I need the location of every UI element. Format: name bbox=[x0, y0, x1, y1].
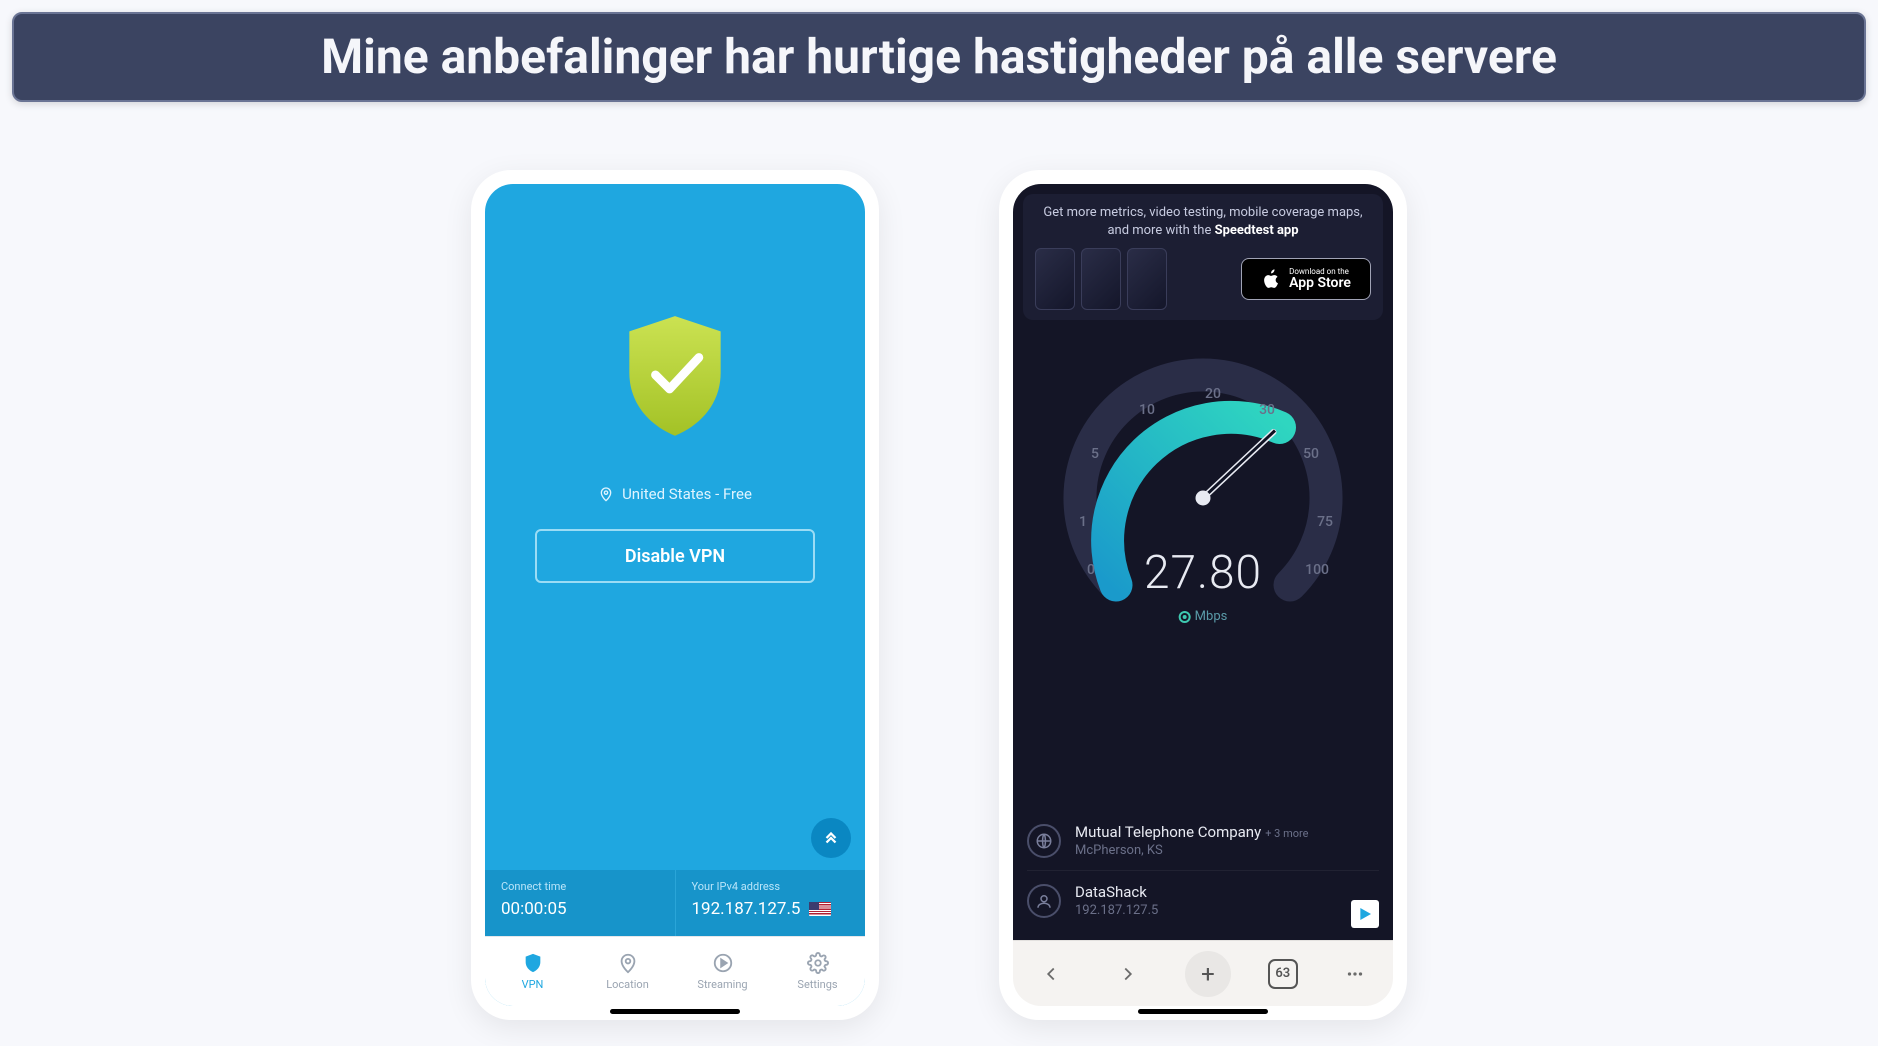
gauge-tick: 5 bbox=[1091, 446, 1099, 462]
chevron-up-icon bbox=[822, 829, 840, 847]
expand-chevron-button[interactable] bbox=[811, 818, 851, 858]
tab-location[interactable]: Location bbox=[580, 937, 675, 1006]
app-store-button[interactable]: Download on theApp Store bbox=[1241, 258, 1371, 300]
provider-name: Mutual Telephone Company bbox=[1075, 823, 1261, 841]
server-ip: 192.187.127.5 bbox=[1075, 903, 1158, 918]
promo-thumb bbox=[1127, 248, 1167, 310]
gauge-tick: 100 bbox=[1305, 562, 1329, 578]
home-indicator bbox=[1138, 1009, 1268, 1014]
tab-streaming[interactable]: Streaming bbox=[675, 937, 770, 1006]
promo-card[interactable]: Get more metrics, video testing, mobile … bbox=[1023, 194, 1383, 320]
connect-time-cell: Connect time 00:00:05 bbox=[485, 870, 675, 936]
connection-info: Mutual Telephone Company + 3 more McPhers… bbox=[1013, 811, 1393, 940]
tab-vpn-label: VPN bbox=[522, 978, 544, 991]
tab-streaming-label: Streaming bbox=[697, 978, 747, 991]
globe-icon bbox=[1027, 824, 1061, 858]
home-indicator bbox=[610, 1009, 740, 1014]
gear-icon bbox=[807, 952, 829, 974]
new-tab-button[interactable]: + bbox=[1185, 951, 1231, 997]
ip-cell: Your IPv4 address 192.187.127.5 bbox=[675, 870, 866, 936]
tab-count-button[interactable]: 63 bbox=[1268, 959, 1298, 989]
pin-icon bbox=[598, 486, 614, 502]
play-circle-icon bbox=[712, 952, 734, 974]
connect-time-label: Connect time bbox=[501, 880, 659, 893]
promo-thumbnails bbox=[1035, 248, 1167, 310]
browser-toolbar: + 63 bbox=[1013, 940, 1393, 1006]
appstore-bottom-text: App Store bbox=[1289, 276, 1351, 290]
tab-vpn[interactable]: VPN bbox=[485, 937, 580, 1006]
vpn-screen: United States - Free Disable VPN Connect… bbox=[485, 184, 865, 1006]
pin-outline-icon bbox=[617, 952, 639, 974]
speedtest-phone: Get more metrics, video testing, mobile … bbox=[999, 170, 1407, 1020]
speed-unit: Mbps bbox=[1179, 609, 1228, 624]
gauge-tick: 30 bbox=[1259, 402, 1275, 418]
shield-small-icon bbox=[522, 952, 544, 974]
speedtest-screen: Get more metrics, video testing, mobile … bbox=[1013, 184, 1393, 940]
speed-gauge: 0 1 5 10 20 30 50 75 100 27.80 Mbps bbox=[1013, 348, 1393, 648]
tab-settings-label: Settings bbox=[797, 978, 837, 991]
promo-text: Get more metrics, video testing, mobile … bbox=[1035, 204, 1371, 240]
apple-icon bbox=[1261, 267, 1281, 291]
server-row[interactable]: DataShack 192.187.127.5 bbox=[1027, 870, 1379, 930]
user-icon bbox=[1027, 884, 1061, 918]
forward-button[interactable] bbox=[1108, 954, 1148, 994]
speed-value: 27.80 bbox=[1144, 546, 1262, 600]
gauge-tick: 50 bbox=[1303, 446, 1319, 462]
download-indicator-icon bbox=[1179, 611, 1191, 623]
vpn-tab-bar: VPN Location Streaming Settings bbox=[485, 936, 865, 1006]
flag-us-icon bbox=[809, 902, 831, 916]
gauge-tick: 20 bbox=[1205, 386, 1221, 402]
adchoice-icon[interactable] bbox=[1351, 900, 1379, 928]
connection-status-bar: Connect time 00:00:05 Your IPv4 address … bbox=[485, 870, 865, 936]
location-label: United States - Free bbox=[622, 485, 752, 503]
promo-thumb bbox=[1035, 248, 1075, 310]
gauge-tick: 0 bbox=[1087, 562, 1095, 578]
gauge-tick: 75 bbox=[1317, 514, 1333, 530]
gauge-tick: 1 bbox=[1079, 514, 1087, 530]
more-button[interactable] bbox=[1335, 954, 1375, 994]
location-row[interactable]: United States - Free bbox=[598, 485, 752, 503]
shield-icon bbox=[620, 314, 730, 443]
ip-label: Your IPv4 address bbox=[692, 880, 850, 893]
disable-vpn-button[interactable]: Disable VPN bbox=[535, 529, 815, 583]
connect-time-value: 00:00:05 bbox=[501, 899, 659, 919]
ip-value: 192.187.127.5 bbox=[692, 899, 801, 919]
back-button[interactable] bbox=[1031, 954, 1071, 994]
vpn-phone: United States - Free Disable VPN Connect… bbox=[471, 170, 879, 1020]
promo-thumb bbox=[1081, 248, 1121, 310]
tab-location-label: Location bbox=[606, 978, 649, 991]
provider-more: + 3 more bbox=[1265, 827, 1308, 840]
headline-banner: Mine anbefalinger har hurtige hastighede… bbox=[12, 12, 1866, 102]
provider-location: McPherson, KS bbox=[1075, 843, 1308, 858]
gauge-tick: 10 bbox=[1139, 402, 1155, 418]
server-name: DataShack bbox=[1075, 883, 1158, 901]
phones-row: United States - Free Disable VPN Connect… bbox=[0, 0, 1878, 1020]
tab-settings[interactable]: Settings bbox=[770, 937, 865, 1006]
provider-row[interactable]: Mutual Telephone Company + 3 more McPhers… bbox=[1027, 811, 1379, 870]
